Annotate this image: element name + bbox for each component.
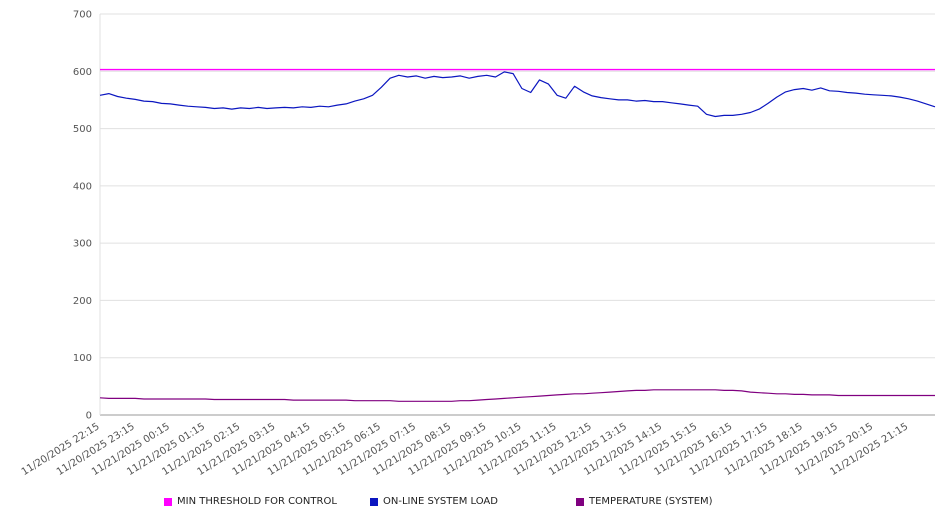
y-tick-label: 700 [73, 10, 92, 21]
legend-swatch [164, 497, 172, 506]
y-tick-label: 0 [86, 411, 92, 422]
legend-label: TEMPERATURE (SYSTEM) [589, 496, 713, 507]
y-tick-label: 500 [73, 124, 92, 135]
y-tick-label: 300 [73, 239, 92, 250]
legend-item-on-line-system-load: ON-LINE SYSTEM LOAD [370, 496, 576, 507]
series-line-temperature-system [99, 389, 935, 402]
legend-swatch [370, 497, 378, 506]
y-tick-label: 400 [73, 181, 92, 192]
legend-item-temperature-system: TEMPERATURE (SYSTEM) [576, 496, 782, 507]
legend-swatch [576, 497, 584, 506]
legend-label: MIN THRESHOLD FOR CONTROL [177, 496, 337, 507]
series-line-on-line-system-load [99, 71, 936, 118]
legend-label: ON-LINE SYSTEM LOAD [383, 496, 498, 507]
y-tick-label: 200 [73, 296, 92, 307]
y-tick-label: 600 [73, 67, 92, 78]
y-tick-label: 100 [73, 353, 92, 364]
chart-legend: MIN THRESHOLD FOR CONTROL ON-LINE SYSTEM … [0, 496, 946, 507]
legend-item-min-threshold-for-control: MIN THRESHOLD FOR CONTROL [164, 496, 370, 507]
